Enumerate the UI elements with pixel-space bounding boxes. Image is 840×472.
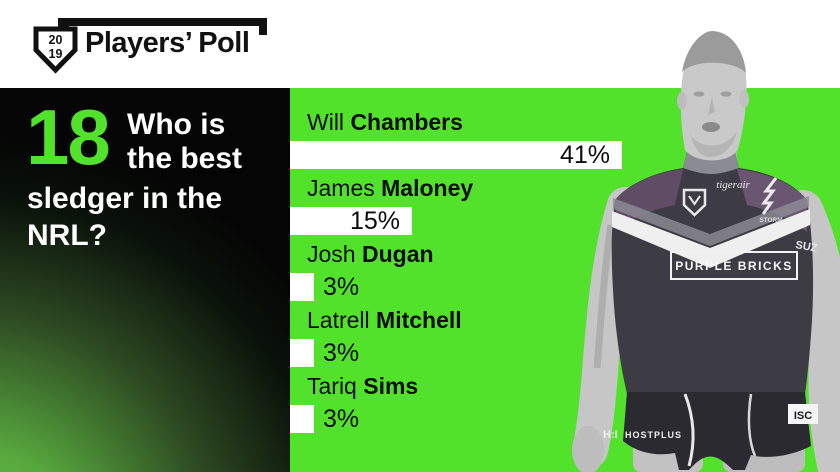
player-hand <box>572 426 604 472</box>
poll-bar-row: Will Chambers 41% <box>290 109 840 169</box>
player-name-label: Latrell Mitchell <box>307 307 462 333</box>
shield-year-bottom: 19 <box>49 47 63 61</box>
player-photo: tigerair STORM PURPLE BRICKS SUZ H:I HOS… <box>572 31 840 472</box>
banner-tick <box>259 18 267 35</box>
poll-bar: 3% <box>290 339 359 367</box>
poll-bar-row: Tariq Sims 3% <box>290 373 840 433</box>
poll-question-top: Who is the best <box>127 108 242 176</box>
poll-results-chart: Will Chambers 41% James Maloney 15% Josh… <box>290 88 840 439</box>
svg-text:H:I: H:I <box>603 429 618 441</box>
percentage-label: 3% <box>323 404 360 433</box>
svg-text:PURPLE BRICKS: PURPLE BRICKS <box>675 259 793 273</box>
player-name-label: Tariq Sims <box>307 373 419 399</box>
player-name-label: Josh Dugan <box>307 241 434 267</box>
question-line-2: the best <box>127 142 243 175</box>
question-panel <box>0 88 290 472</box>
nrl-shield-logo <box>682 188 707 217</box>
jersey-white-chevron <box>612 209 810 268</box>
banner-connector <box>58 18 69 31</box>
svg-text:STORM: STORM <box>759 217 782 224</box>
isc-logo: ISC <box>788 404 818 424</box>
player-hair <box>682 31 746 73</box>
shorts <box>623 392 811 470</box>
poll-bar-row: Josh Dugan 3% <box>290 241 840 301</box>
shorts-piping <box>683 393 695 467</box>
player-name-label: Will Chambers <box>307 109 463 135</box>
hostplus-logo: H:I HOSTPLUS <box>603 429 682 441</box>
banner-bar <box>58 18 267 26</box>
shield-year-top: 20 <box>49 33 63 47</box>
player-mouth <box>702 122 720 132</box>
tigerair-logo: tigerair <box>716 179 750 191</box>
percentage-label: 41% <box>559 140 610 169</box>
percentage-label: 3% <box>323 338 360 367</box>
storm-logo: STORM <box>759 177 783 224</box>
page-title: Players’ Poll <box>85 27 250 59</box>
poll-bar: 41% <box>290 141 622 169</box>
question-line-4: NRL? <box>27 219 107 252</box>
svg-text:HOSTPLUS: HOSTPLUS <box>625 430 682 440</box>
purple-bricks-logo: PURPLE BRICKS <box>670 251 798 280</box>
poll-bar: 3% <box>290 405 359 433</box>
poll-bar-row: Latrell Mitchell 3% <box>290 307 840 367</box>
player-ear <box>739 90 749 108</box>
player-body: tigerair STORM PURPLE BRICKS SUZ H:I HOS… <box>572 31 840 472</box>
poll-question-number: 18 <box>26 93 111 181</box>
player-name-label: James Maloney <box>307 175 474 201</box>
jersey-right-yoke <box>737 169 807 232</box>
question-line-3: sledger in the <box>27 182 223 215</box>
poll-bar-row: James Maloney 15% <box>290 175 840 235</box>
poll-bar: 15% <box>290 207 412 235</box>
poll-bar: 3% <box>290 273 359 301</box>
percentage-label: 15% <box>349 206 400 235</box>
svg-text:ISC: ISC <box>794 410 812 422</box>
shield-outline <box>33 26 78 74</box>
percentage-label: 3% <box>323 272 360 301</box>
player-head <box>677 31 749 161</box>
player-ear <box>677 92 687 110</box>
poll-question-bottom: sledger in the NRL? <box>27 180 222 254</box>
question-line-1: Who is <box>127 108 226 141</box>
players-poll-shield-icon: 20 19 <box>33 18 267 74</box>
suzuki-sleeve-logo: SUZ <box>794 239 818 255</box>
shorts-piping <box>747 393 757 457</box>
jersey-gray-chevron <box>613 196 809 246</box>
player-right-arm <box>783 190 840 472</box>
